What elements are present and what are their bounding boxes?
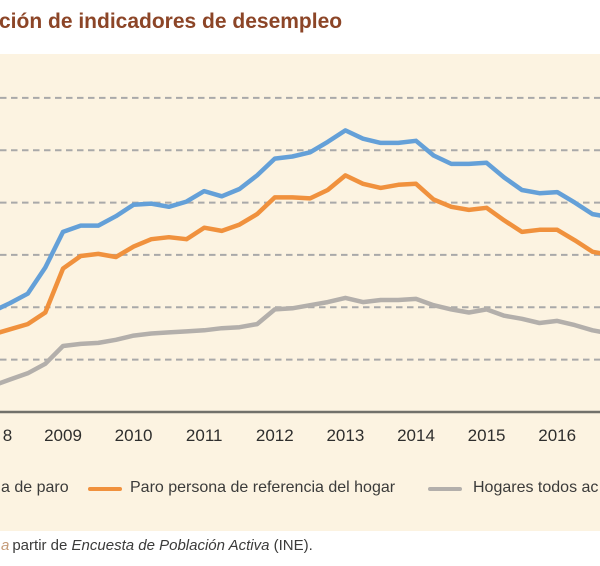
chart-legend: a de paro Paro persona de referencia del… xyxy=(0,478,600,500)
source-note: a partir de Encuesta de Población Activa … xyxy=(1,537,600,554)
chart-panel: 8 2009 2010 2011 2012 2013 2014 2015 2016 a de p… xyxy=(0,54,600,531)
x-tick-label-2011: 2011 xyxy=(185,426,223,445)
series-line-2 xyxy=(0,295,600,386)
x-tick-label-8: 8 xyxy=(2,426,13,445)
source-note-publication: Encuesta de Población Activa xyxy=(71,537,270,554)
x-tick-label-2015: 2015 xyxy=(467,426,506,445)
x-tick-label-2014: 2014 xyxy=(397,426,435,445)
x-tick-label-2016: 2016 xyxy=(538,426,577,445)
plot-svg xyxy=(0,96,600,414)
legend-label-hogares: Hogares todos ac xyxy=(473,479,599,496)
page-title: ción de indicadores de desempleo xyxy=(0,10,343,33)
legend-label-tasa-de-paro: a de paro xyxy=(1,479,69,496)
x-tick-label-2012: 2012 xyxy=(255,426,294,445)
legend-label-paro-referencia: Paro persona de referencia del hogar xyxy=(130,479,396,496)
series-line-1 xyxy=(0,173,600,335)
source-note-suffix: (INE). xyxy=(269,537,313,554)
series-line-0 xyxy=(0,128,600,311)
x-tick-label-2010: 2010 xyxy=(114,426,153,445)
source-note-fragment: a xyxy=(1,537,10,554)
x-tick-label-2013: 2013 xyxy=(326,426,365,445)
legend-swatch-hogares xyxy=(428,487,462,491)
legend-swatch-paro-referencia xyxy=(88,487,122,491)
x-tick-label-2009: 2009 xyxy=(44,426,82,445)
source-note-prefix: partir de xyxy=(12,537,72,554)
